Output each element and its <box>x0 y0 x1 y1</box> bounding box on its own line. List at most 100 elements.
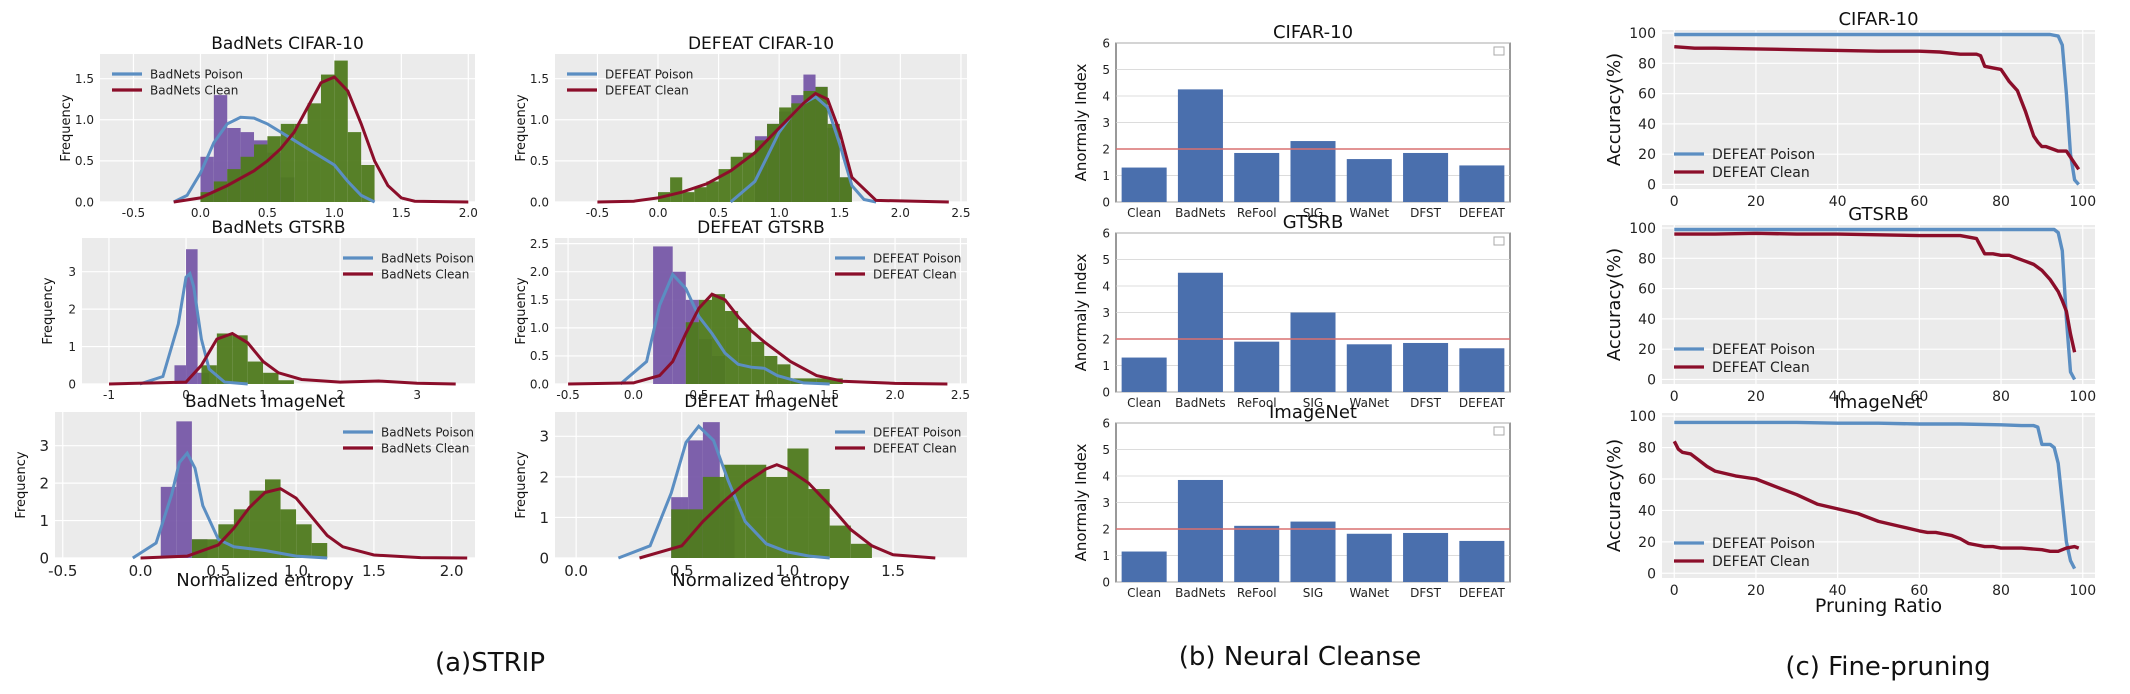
x-tick-label: -0.5 <box>48 562 77 580</box>
y-tick-label: 1.5 <box>75 72 94 86</box>
poison-accuracy-line <box>1674 227 2077 381</box>
x-tick-label: -0.5 <box>556 388 579 402</box>
y-tick-label: 100 <box>1629 26 1656 42</box>
y-tick-label: 2 <box>39 475 49 493</box>
legend-label: DEFEAT Poison <box>873 425 961 439</box>
y-tick-label: 80 <box>1638 251 1656 267</box>
clean-accuracy-line <box>1674 231 2077 353</box>
x-tick-label: 100 <box>2069 583 2096 599</box>
clean-histogram-bar <box>698 299 712 384</box>
clean-histogram-bar <box>227 169 241 202</box>
x-tick-label: 1.5 <box>881 562 905 580</box>
x-tick-label: 2.5 <box>951 388 970 402</box>
y-tick-label: 2 <box>1102 523 1110 537</box>
bar <box>1121 551 1167 582</box>
bar <box>1234 152 1280 202</box>
clean-histogram-bar <box>816 378 843 384</box>
y-tick-label: 80 <box>1638 56 1656 72</box>
x-tick-label: 0 <box>182 388 190 402</box>
chart-title: ImageNet <box>1835 392 1923 413</box>
clean-histogram-bar <box>671 509 703 558</box>
y-axis-label: Accuracy(%) <box>1604 439 1625 552</box>
poison-histogram-bar <box>653 246 673 384</box>
clean-histogram-bar <box>790 378 817 384</box>
x-tick-label: 1.0 <box>325 206 344 220</box>
x-tick-label: 1.5 <box>830 206 849 220</box>
x-tick-label: 80 <box>1992 194 2010 210</box>
x-tick-label: WaNet <box>1350 206 1390 220</box>
x-tick-label: 3 <box>413 388 421 402</box>
y-tick-label: 3 <box>1102 116 1110 130</box>
clean-histogram-bar <box>247 361 264 384</box>
legend-label: DEFEAT Poison <box>1712 147 1815 163</box>
x-tick-label: 80 <box>1992 583 2010 599</box>
chart-title: BadNets ImageNet <box>185 392 345 412</box>
bar <box>1290 521 1336 582</box>
y-tick-label: 0.5 <box>530 349 549 363</box>
clean-histogram-bar <box>779 107 792 202</box>
y-tick-label: 0 <box>39 549 49 567</box>
y-tick-label: 6 <box>1102 417 1110 431</box>
y-tick-label: 1 <box>1102 549 1110 563</box>
x-tick-label: -0.5 <box>122 206 145 220</box>
y-axis-label: Frequency <box>14 451 29 518</box>
y-tick-label: 2.0 <box>530 265 549 279</box>
chart-title: CIFAR-10 <box>1838 9 1918 30</box>
x-tick-label: 0.0 <box>648 206 667 220</box>
legend: DEFEAT Poison DEFEAT Clean <box>1674 536 1815 570</box>
strip-panel: -0.5 0.0 0.5 1.0 1.5 2.0 2.5 0.0 0.5 1.0 1.5 DEFEAT… <box>514 34 970 220</box>
y-axis-label: Frequency <box>59 94 74 161</box>
clean-histogram-bar <box>702 476 725 558</box>
y-tick-label: 60 <box>1638 472 1656 488</box>
y-tick-label: 1 <box>68 340 76 354</box>
bar <box>1177 479 1223 582</box>
y-tick-label: 5 <box>1102 63 1110 77</box>
x-tick-label: WaNet <box>1350 586 1390 600</box>
x-tick-label: 60 <box>1910 583 1928 599</box>
clean-histogram-bar <box>725 311 739 384</box>
bar <box>1234 341 1280 392</box>
clean-histogram-bar <box>265 479 281 558</box>
clean-histogram-bar <box>850 543 872 558</box>
y-tick-label: 0 <box>539 549 549 567</box>
x-axis-label: Pruning Ratio <box>1815 595 1942 617</box>
clean-histogram-bar <box>249 490 265 558</box>
poison-density-line <box>619 271 830 386</box>
y-tick-label: 60 <box>1638 282 1656 298</box>
y-tick-label: 1 <box>39 512 49 530</box>
bar <box>1121 357 1167 392</box>
y-tick-label: 1 <box>539 509 549 527</box>
y-tick-label: 0 <box>1102 386 1110 400</box>
x-axis-label: Normalized entropy <box>176 570 354 591</box>
x-tick-label: 0.5 <box>670 562 694 580</box>
clean-histogram-bar <box>839 177 852 202</box>
y-tick-label: 3 <box>1102 496 1110 510</box>
bar <box>1121 167 1167 202</box>
x-tick-label: BadNets <box>1175 586 1226 600</box>
x-tick-label: 0.0 <box>624 388 643 402</box>
neural-cleanse-panel: Clean BadNets ReFool SIG WaNet DFST DEFEAT 0 1 2 3… <box>1072 402 1511 600</box>
y-tick-label: 1 <box>1102 359 1110 373</box>
y-tick-label: 0 <box>1102 196 1110 210</box>
clean-histogram-bar <box>764 355 778 384</box>
legend-label: DEFEAT Clean <box>873 441 957 455</box>
x-tick-label: 0.5 <box>689 388 708 402</box>
legend-label: BadNets Clean <box>150 83 238 97</box>
strip-panel: -0.5 0.0 0.5 1.0 1.5 2.0 0.0 0.5 1.0 1.5 BadNets C… <box>59 34 478 220</box>
clean-histogram-bar <box>767 123 780 202</box>
x-tick-label: 1.0 <box>775 562 799 580</box>
bar <box>1403 342 1449 392</box>
y-tick-label: 3 <box>1102 306 1110 320</box>
empty-legend-box <box>1493 236 1505 246</box>
y-tick-label: 0 <box>1647 177 1656 193</box>
x-tick-label: 0.5 <box>709 206 728 220</box>
y-tick-label: 1.5 <box>530 72 549 86</box>
legend: BadNets Poison BadNets Clean <box>343 425 474 455</box>
y-axis-label: Anormaly Index <box>1072 444 1090 562</box>
x-tick-label: ReFool <box>1237 206 1277 220</box>
x-tick-label: 80 <box>1992 389 2010 405</box>
legend: DEFEAT Poison DEFEAT Clean <box>1674 342 1815 376</box>
clean-histogram-bar <box>201 365 217 384</box>
poison-accuracy-line <box>1674 420 2077 570</box>
